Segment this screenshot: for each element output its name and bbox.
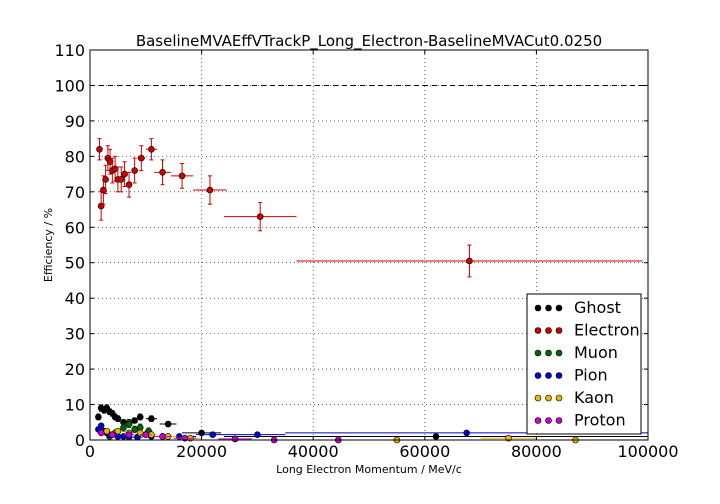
data-point	[148, 415, 155, 423]
x-tick-label: 20000	[176, 442, 227, 461]
data-point	[96, 145, 103, 153]
x-tick-label: 100000	[617, 442, 678, 461]
data-point	[109, 431, 116, 438]
y-axis-label: Efficiency / %	[42, 208, 55, 282]
data-point	[125, 181, 133, 189]
y-tick-label: 10	[65, 396, 85, 415]
data-point	[466, 257, 473, 265]
data-point	[97, 422, 105, 430]
legend-marker	[545, 349, 552, 357]
legend-label-muon: Muon	[574, 343, 618, 362]
data-point	[131, 417, 138, 424]
y-tick-label: 80	[65, 147, 85, 166]
data-point	[95, 413, 102, 421]
data-point	[114, 415, 122, 423]
data-point	[138, 154, 145, 162]
data-point	[463, 429, 470, 437]
legend-marker	[555, 372, 563, 379]
y-tick-label: 20	[65, 360, 85, 379]
data-point	[125, 431, 133, 438]
x-tick-label: 80000	[511, 442, 562, 461]
data-point	[159, 169, 166, 176]
x-tick-label: 0	[85, 442, 95, 461]
y-tick-label: 110	[54, 41, 85, 60]
y-tick-label: 60	[65, 218, 85, 237]
data-point	[256, 213, 264, 220]
data-point	[125, 420, 133, 428]
chart-title: BaselineMVAEffVTrackP_Long_Electron-Base…	[136, 32, 602, 51]
legend-marker	[534, 327, 542, 334]
data-point	[114, 427, 122, 435]
data-point	[159, 433, 166, 440]
data-layer	[95, 138, 648, 444]
legend-label-proton: Proton	[574, 411, 626, 430]
data-point	[136, 413, 144, 421]
legend-marker	[545, 304, 552, 312]
data-point	[148, 145, 155, 153]
y-tick-label: 50	[65, 254, 85, 273]
data-point	[254, 431, 261, 438]
legend-label-electron: Electron	[574, 321, 640, 340]
legend-marker	[534, 417, 542, 424]
y-tick-label: 90	[65, 112, 85, 131]
data-point	[178, 172, 186, 180]
data-point	[231, 435, 239, 443]
data-point	[120, 424, 127, 431]
data-point	[164, 420, 172, 428]
x-tick-label: 60000	[399, 442, 450, 461]
legend-marker	[545, 394, 552, 402]
legend-marker	[545, 327, 552, 334]
legend-label-kaon: Kaon	[574, 388, 614, 407]
y-tick-label: 0	[75, 431, 85, 450]
data-point	[103, 427, 111, 435]
legend: Ghost Electron Muon Pion Kaon Proton	[526, 293, 642, 435]
axis-ticks: 0 20000 40000 60000 80000 100000 0 10 20 30 40 50 60…	[54, 41, 678, 461]
data-point	[106, 158, 114, 165]
legend-marker	[555, 394, 563, 402]
series-electron	[96, 138, 643, 278]
data-point	[102, 176, 109, 183]
plot-frame	[89, 49, 649, 441]
data-point	[117, 176, 125, 183]
data-point	[121, 170, 128, 178]
data-point	[209, 431, 217, 438]
legend-marker	[555, 304, 563, 312]
data-point	[131, 426, 138, 433]
legend-marker	[555, 327, 563, 334]
data-point	[432, 433, 440, 440]
data-point	[142, 431, 150, 438]
data-point	[131, 167, 138, 174]
legend-box	[526, 293, 642, 435]
y-tick-label: 40	[65, 289, 85, 308]
legend-marker	[545, 372, 552, 379]
y-tick-label: 100	[54, 76, 85, 95]
legend-marker	[534, 372, 542, 379]
legend-marker	[555, 417, 563, 424]
y-tick-label: 30	[65, 325, 85, 344]
x-tick-label: 40000	[288, 442, 339, 461]
legend-marker	[534, 349, 542, 357]
legend-marker	[545, 417, 552, 424]
data-point	[206, 186, 214, 194]
legend-label-pion: Pion	[574, 366, 608, 385]
data-point	[97, 429, 105, 437]
legend-marker	[534, 394, 542, 402]
y-tick-label: 70	[65, 183, 85, 202]
legend-marker	[555, 349, 563, 357]
legend-label-ghost: Ghost	[574, 298, 621, 317]
legend-marker	[534, 304, 542, 312]
data-point	[100, 186, 107, 194]
x-axis-label: Long Electron Momentum / MeV/c	[276, 463, 462, 476]
